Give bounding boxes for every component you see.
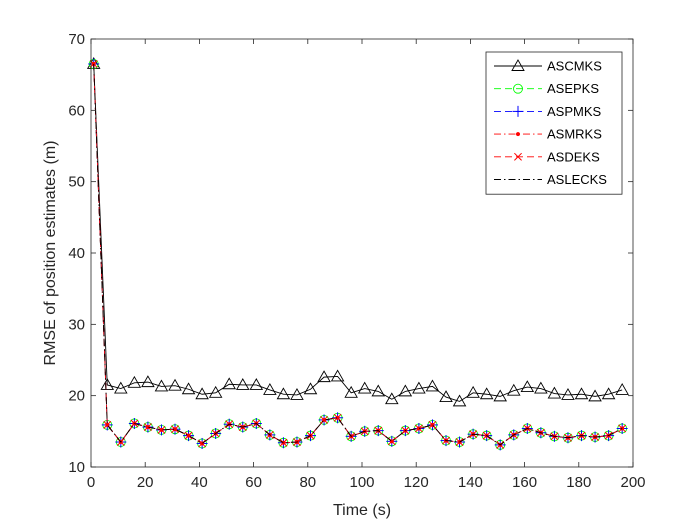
data-point-ascmks [195,387,209,400]
series-layer [86,57,629,451]
x-tick-label: 0 [87,474,95,491]
legend-entry-aspmks: ASPMKS [494,104,602,119]
data-point-asdeks [428,420,437,429]
series-line-aslecks [93,63,623,446]
data-point-ascmks [520,380,535,393]
legend-marker [515,132,521,137]
data-point-ascmks [357,381,372,394]
series-aslecks [93,63,623,446]
x-tick-label: 180 [566,474,591,491]
data-point-ascmks [141,375,155,388]
y-tick-label: 40 [68,245,85,262]
data-point-ascmks [127,375,142,388]
data-point-ascmks [385,392,399,405]
legend-entry-aslecks: ASLECKS [494,172,607,187]
legend-marker [512,105,524,117]
data-point-ascmks [561,388,575,400]
y-axis-label: RMSE of position estimates (m) [42,141,59,366]
data-point-ascmks [263,383,277,395]
data-point-ascmks [276,387,291,400]
legend-marker [514,152,522,161]
data-point-ascmks [168,378,182,391]
data-point-asdeks [198,439,207,448]
axes-layer: 0 20 40 60 80 100 120 140 160 180 200 10 20 30 40 50 60 7… [68,31,645,491]
data-point-ascmks [235,378,250,390]
legend-marker [511,59,525,71]
x-tick-label: 160 [512,474,537,491]
legend: ASCMKS ASEPKS ASPMKS ASMRKS ASDEKS ASLECKS [485,51,623,195]
legend-entry-asmrks: ASMRKS [494,127,602,142]
data-point-ascmks [547,386,562,399]
data-point-asdeks [333,413,342,422]
data-point-asdeks [171,425,179,434]
data-point-ascmks [330,369,345,382]
y-tick-label: 70 [68,31,85,48]
data-point-asdeks [279,438,288,447]
data-point-ascmks [222,377,236,390]
data-point-ascmks [574,387,589,400]
x-tick-label: 100 [349,474,374,491]
data-point-ascmks [493,389,507,402]
legend-label: ASEPKS [547,81,599,96]
data-point-ascmks [317,370,331,383]
data-point-asdeks [618,424,627,433]
data-point-asdeks [320,415,329,424]
data-point-ascmks [479,387,494,400]
series-ascmks [86,57,629,407]
data-point-asdeks [157,425,166,434]
legend-box [485,51,623,195]
y-tick-label: 60 [68,102,85,119]
data-point-ascmks [412,381,426,394]
x-tick-label: 80 [299,474,316,491]
data-point-ascmks [425,379,440,392]
data-point-ascmks [615,383,629,395]
legend-label: ASLECKS [547,172,607,187]
data-point-asdeks [184,431,193,440]
data-point-ascmks [371,384,386,397]
y-tick-label: 30 [68,316,85,333]
x-tick-label: 60 [245,474,262,491]
series-line-ascmks [93,63,623,402]
data-point-ascmks [452,394,467,407]
y-tick-label: 20 [68,388,85,405]
x-tick-label: 200 [620,474,645,491]
legend-entry-ascmks: ASCMKS [494,59,602,74]
y-tick-label: 50 [68,174,85,191]
data-point-ascmks [290,388,304,400]
y-tick-label: 10 [68,459,85,476]
x-tick-label: 140 [458,474,483,491]
legend-entry-asepks: ASEPKS [494,81,599,96]
data-point-ascmks [506,383,521,396]
data-point-ascmks [344,385,358,398]
data-point-asdeks [143,423,152,432]
data-point-ascmks [534,381,548,394]
data-point-ascmks [398,384,413,397]
data-point-ascmks [100,378,115,390]
legend-label: ASCMKS [547,59,602,74]
legend-marker [513,83,523,94]
data-point-asdeks [414,424,423,433]
legend-label: ASPMKS [547,104,602,119]
data-point-ascmks [439,390,453,403]
legend-entry-asdeks: ASDEKS [494,149,600,164]
x-axis-label: Time (s) [333,502,391,519]
legend-label: ASMRKS [547,127,602,142]
x-tick-label: 40 [191,474,208,491]
data-point-ascmks [249,378,264,390]
data-point-ascmks [588,389,602,402]
data-point-ascmks [154,379,169,392]
data-point-ascmks [181,382,196,395]
data-point-ascmks [601,387,616,400]
x-tick-label: 20 [137,474,154,491]
data-point-ascmks [466,385,480,398]
data-point-ascmks [114,381,128,394]
data-point-ascmks [303,382,318,395]
x-tick-label: 120 [404,474,429,491]
data-point-ascmks [208,385,223,398]
legend-label: ASDEKS [547,149,600,164]
